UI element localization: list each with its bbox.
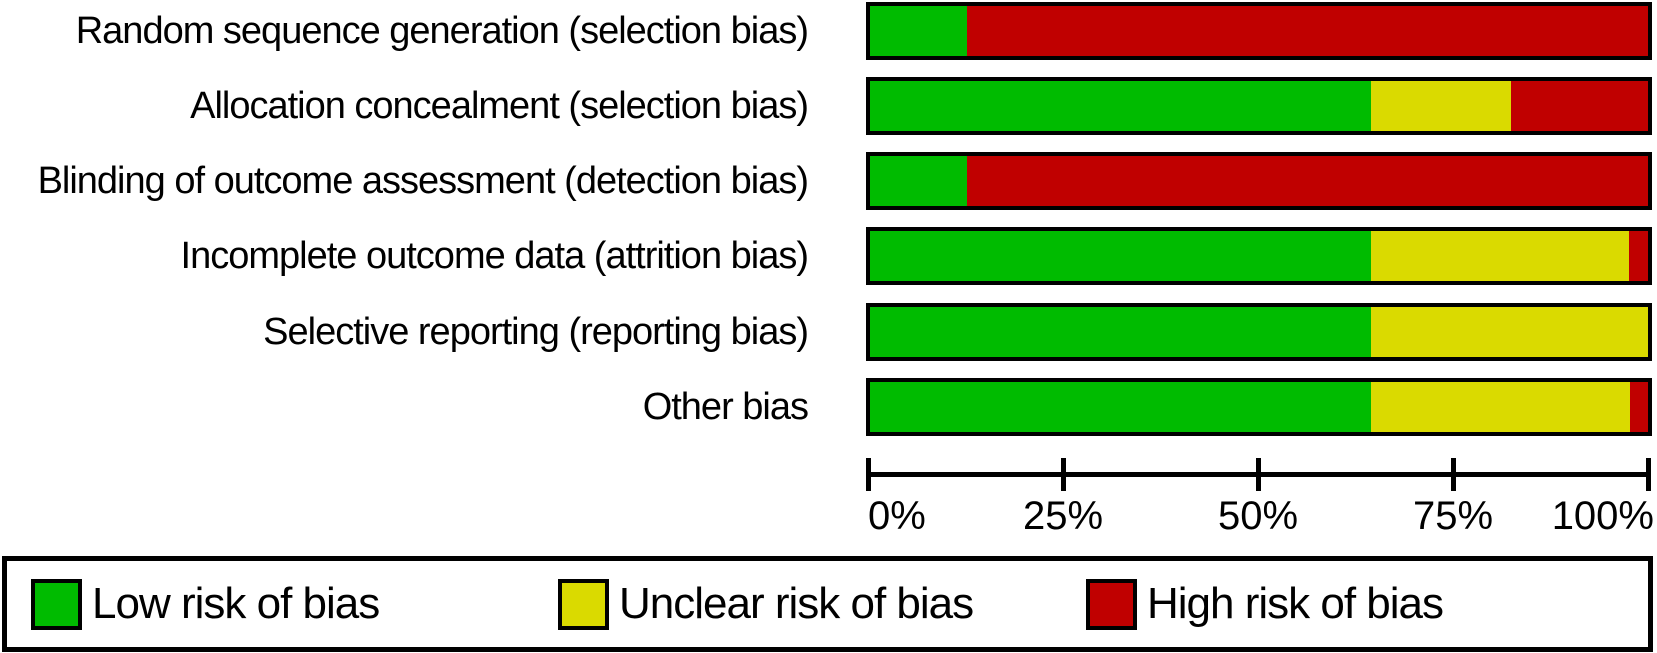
axis-tick-label: 100%: [1551, 494, 1654, 538]
category-label: Random sequence generation (selection bi…: [75, 9, 809, 52]
legend-entry: Unclear risk of bias: [558, 561, 974, 647]
category-label: Incomplete outcome data (attrition bias): [180, 234, 809, 277]
bar-segment-low: [870, 231, 1372, 281]
bar-segment-high: [967, 156, 1648, 206]
axis-tick-label: 25%: [1022, 494, 1104, 538]
stacked-bar: [866, 77, 1652, 135]
bar-segment-low: [870, 307, 1372, 357]
stacked-bar: [866, 152, 1652, 210]
axis-tick: [1060, 458, 1066, 491]
legend-entry: High risk of bias: [1086, 561, 1444, 647]
stacked-bar: [866, 2, 1652, 60]
bar-segment-high: [1629, 231, 1648, 281]
axis-tick-label: 50%: [1217, 494, 1299, 538]
bar-segment-low: [870, 81, 1372, 131]
bar-segment-unclear: [1371, 231, 1630, 281]
category-label: Allocation concealment (selection bias): [190, 84, 809, 127]
legend-swatch-low: [31, 578, 82, 630]
axis-tick: [1645, 458, 1651, 491]
legend-label: High risk of bias: [1147, 579, 1444, 628]
bar-segment-high: [967, 6, 1648, 56]
category-label: Selective reporting (reporting bias): [263, 310, 809, 353]
stacked-bar: [866, 378, 1652, 436]
category-label: Other bias: [642, 385, 809, 428]
legend-entry: Low risk of bias: [31, 561, 380, 647]
legend-label: Unclear risk of bias: [619, 579, 974, 628]
legend-swatch-high: [1086, 578, 1137, 630]
bar-segment-high: [1630, 382, 1648, 432]
legend-label: Low risk of bias: [92, 579, 380, 628]
stacked-bar: [866, 303, 1652, 361]
bar-segment-high: [1511, 81, 1648, 131]
legend: Low risk of bias Unclear risk of bias High…: [2, 556, 1653, 652]
axis-tick: [865, 458, 871, 491]
axis-tick-label: 75%: [1412, 494, 1494, 538]
stacked-bar: [866, 227, 1652, 285]
legend-swatch-unclear: [558, 578, 609, 630]
bar-segment-unclear: [1371, 382, 1631, 432]
axis-tick: [1450, 458, 1456, 491]
bar-segment-low: [870, 6, 968, 56]
bar-segment-unclear: [1371, 81, 1512, 131]
axis-tick: [1255, 458, 1261, 491]
bar-segment-unclear: [1371, 307, 1648, 357]
bar-segment-low: [870, 156, 968, 206]
category-label: Blinding of outcome assessment (detectio…: [37, 159, 809, 202]
axis-tick-label: 0%: [868, 494, 926, 538]
bar-segment-low: [870, 382, 1372, 432]
